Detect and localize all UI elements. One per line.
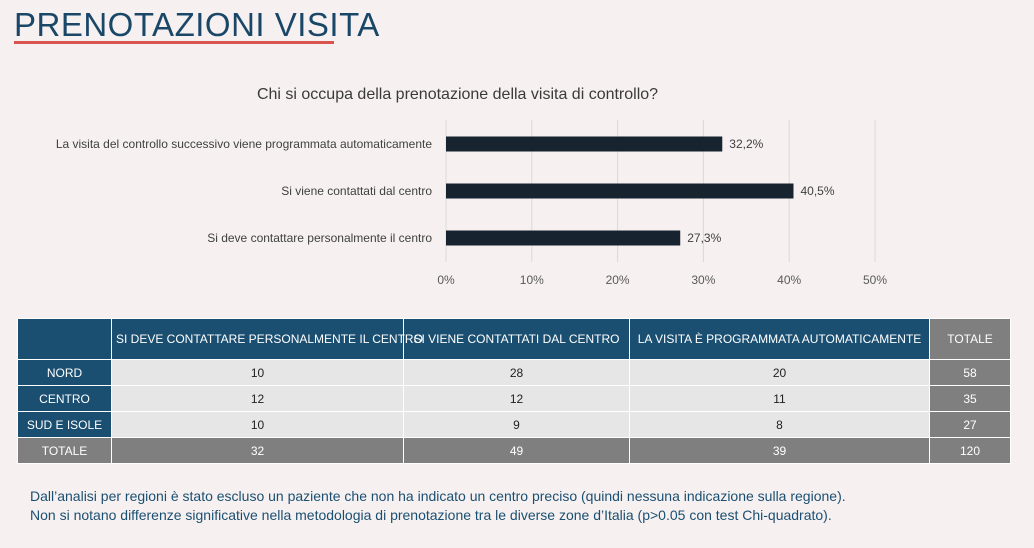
x-tick-label: 40% [777,273,801,287]
category-label: Si viene contattati dal centro [281,184,432,198]
total-row-cell: 39 [629,437,930,464]
footnote-line-1: Dall’analisi per regioni è stato escluso… [30,488,846,504]
data-label: 32,2% [729,137,763,151]
footnote: Dall’analisi per regioni è stato escluso… [30,487,846,525]
table-cell: 11 [629,385,930,412]
region-table: SI DEVE CONTATTARE PERSONALMENTE IL CENT… [17,318,1011,464]
region-cell: SUD E ISOLE [17,411,112,438]
x-tick-label: 0% [437,273,455,287]
data-label: 40,5% [800,184,834,198]
bar [446,136,723,152]
header-cell-contattare: SI DEVE CONTATTARE PERSONALMENTE IL CENT… [111,318,423,360]
grand-total-cell: 120 [929,437,1011,464]
total-row-cell: 49 [403,437,630,464]
table-cell: 10 [111,411,404,438]
header-cell-contattati: SI VIENE CONTATTATI DAL CENTRO [403,318,630,360]
total-cell: 58 [929,359,1011,386]
table-row: CENTRO 12 12 11 35 [17,385,1011,412]
table-total-row: TOTALE 32 49 39 120 [17,437,1011,464]
header-cell-empty [17,318,112,360]
total-row-cell: 32 [111,437,404,464]
x-tick-label: 50% [863,273,887,287]
table-cell: 8 [629,411,930,438]
page-title: PRENOTAZIONI VISITA [14,6,380,43]
table-cell: 9 [403,411,630,438]
bar-chart: 0% 10% 20% 30% 40% 50% La visita del controllo… [56,120,887,287]
table-cell: 20 [629,359,930,386]
chart-title: Chi si occupa della prenotazione della v… [256,86,659,103]
total-cell: 35 [929,385,1011,412]
table-cell: 28 [403,359,630,386]
table-cell: 12 [111,385,404,412]
title-underline [14,41,334,44]
table-row: NORD 10 28 20 58 [17,359,1011,386]
x-tick-label: 10% [520,273,544,287]
table-row: SUD E ISOLE 10 9 8 27 [17,411,1011,438]
table-cell: 10 [111,359,404,386]
bar [446,183,794,199]
region-cell: CENTRO [17,385,112,412]
bar [446,230,681,246]
header-cell-automatica: LA VISITA È PROGRAMMATA AUTOMATICAMENTE [629,318,930,360]
category-label: Si deve contattare personalmente il cent… [207,231,432,245]
category-label: La visita del controllo successivo viene… [56,137,433,151]
total-row-label: TOTALE [17,437,112,464]
total-cell: 27 [929,411,1011,438]
region-cell: NORD [17,359,112,386]
data-label: 27,3% [687,231,721,245]
table-header-row: SI DEVE CONTATTARE PERSONALMENTE IL CENT… [17,318,1011,360]
table-cell: 12 [403,385,630,412]
footnote-line-2: Non si notano differenze significative n… [30,507,832,523]
x-tick-label: 20% [606,273,630,287]
header-cell-totale: TOTALE [929,318,1011,360]
x-tick-label: 30% [691,273,715,287]
